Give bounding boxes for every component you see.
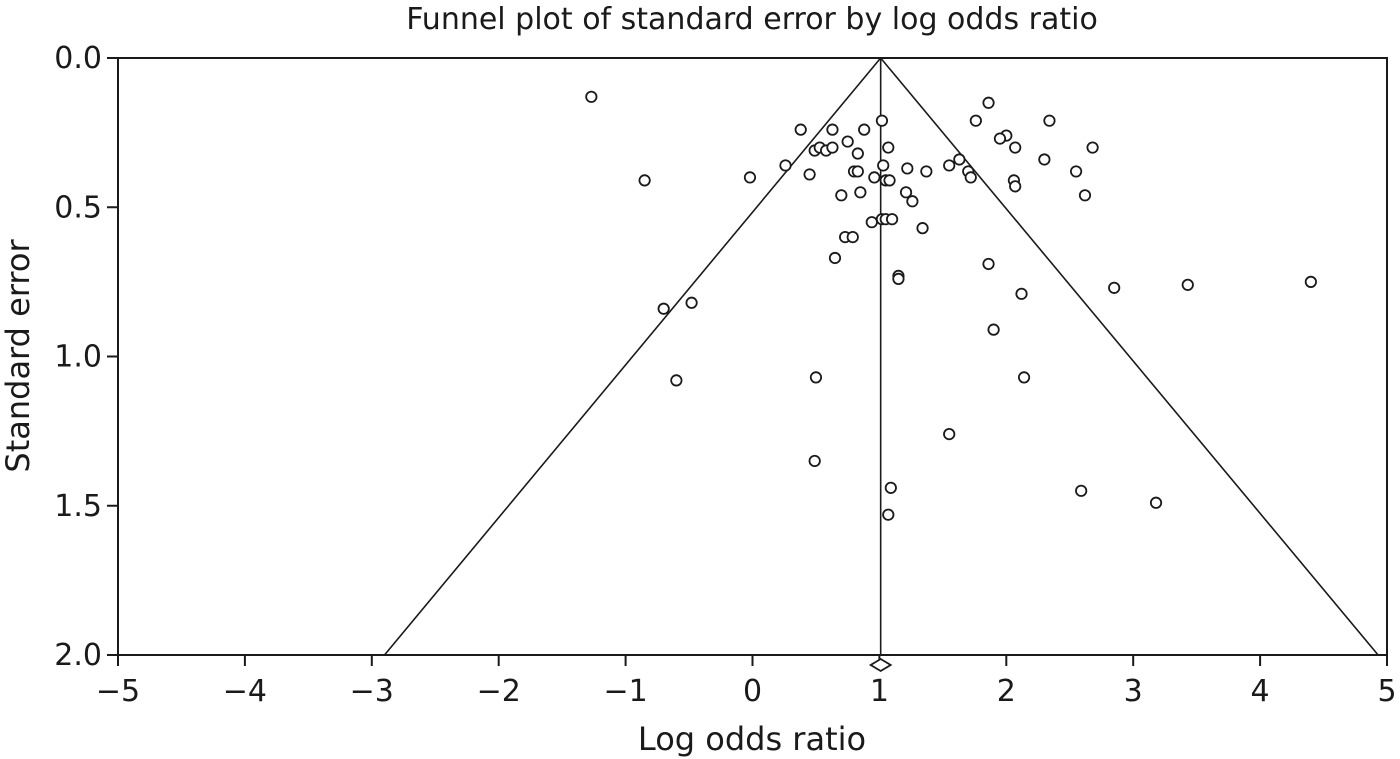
x-tick-label: −5	[96, 674, 140, 709]
study-point	[794, 123, 807, 136]
study-point	[987, 323, 1000, 336]
x-tick-label: 0	[743, 674, 762, 709]
y-tick-label: 0.5	[54, 190, 102, 225]
study-point	[920, 165, 933, 178]
study-point	[1075, 484, 1088, 497]
study-point	[809, 371, 823, 384]
study-point	[1009, 141, 1022, 154]
study-point	[657, 302, 670, 315]
study-point	[1009, 180, 1022, 193]
study-point	[826, 141, 839, 154]
x-tick-label: −1	[603, 674, 647, 709]
study-point	[828, 251, 842, 265]
study-point	[835, 189, 848, 202]
study-point	[851, 147, 864, 160]
study-point	[808, 454, 821, 468]
y-tick-label: 2.0	[54, 638, 102, 673]
study-point	[1017, 371, 1031, 384]
study-point	[892, 272, 905, 285]
study-point	[1069, 165, 1083, 178]
y-tick-label: 1.5	[54, 489, 102, 524]
x-axis-label: Log odds ratio	[638, 720, 866, 758]
study-point	[1015, 287, 1028, 300]
x-tick-label: 4	[1251, 674, 1270, 709]
study-point	[969, 114, 982, 127]
study-point	[826, 123, 839, 136]
study-point	[875, 114, 889, 127]
x-tick-label: 2	[997, 674, 1016, 709]
study-point	[585, 90, 598, 103]
study-point	[685, 296, 698, 309]
study-point	[916, 222, 929, 235]
pooled-estimate-diamond	[868, 657, 893, 673]
study-point	[953, 153, 966, 166]
study-point	[1038, 153, 1051, 166]
study-point	[1108, 281, 1121, 294]
study-point	[1149, 496, 1163, 509]
study-point	[803, 168, 816, 181]
study-point	[882, 508, 895, 521]
study-point	[1078, 189, 1092, 202]
chart-title: Funnel plot of standard error by log odd…	[406, 2, 1098, 37]
study-point	[993, 132, 1007, 145]
study-point	[899, 186, 913, 199]
study-point	[846, 231, 859, 244]
study-point	[885, 213, 899, 226]
study-point	[851, 165, 864, 178]
study-point	[877, 159, 890, 172]
study-point	[906, 195, 919, 208]
x-tick-label: 5	[1377, 674, 1396, 709]
study-point	[779, 159, 792, 172]
x-tick-label: 1	[870, 674, 889, 709]
study-point	[901, 162, 914, 175]
x-tick-label: −2	[477, 674, 521, 709]
study-point	[743, 171, 757, 184]
x-tick-label: 3	[1124, 674, 1143, 709]
study-point	[670, 374, 683, 387]
study-point	[841, 135, 854, 148]
y-axis-label: Standard error	[0, 239, 37, 473]
study-point	[982, 257, 995, 271]
x-tick-label: −3	[350, 674, 394, 709]
study-point	[1181, 278, 1194, 291]
study-point	[865, 216, 878, 229]
study-point	[943, 159, 956, 172]
study-point	[858, 123, 871, 136]
study-point	[1086, 141, 1099, 154]
y-tick-label: 1.0	[54, 340, 102, 375]
study-point	[854, 186, 867, 199]
y-tick-label: 0.0	[54, 41, 102, 76]
study-point	[882, 141, 895, 154]
study-point	[884, 481, 897, 494]
study-point	[943, 428, 956, 441]
study-point	[1043, 114, 1056, 127]
plot-frame	[117, 57, 1388, 656]
funnel-left-line	[383, 57, 882, 656]
study-point	[982, 96, 995, 109]
x-tick-label: −4	[223, 674, 267, 709]
study-point	[638, 174, 651, 187]
plot-area: −5 −4 −3 −2 −1 0 1 2 3 4 5 0.0 0.5 1.0 1.5 2.0	[54, 41, 1396, 709]
study-point	[868, 171, 881, 184]
study-point	[883, 174, 896, 187]
study-point	[1304, 275, 1317, 288]
funnel-right-line	[880, 57, 1379, 656]
study-point	[964, 171, 977, 184]
